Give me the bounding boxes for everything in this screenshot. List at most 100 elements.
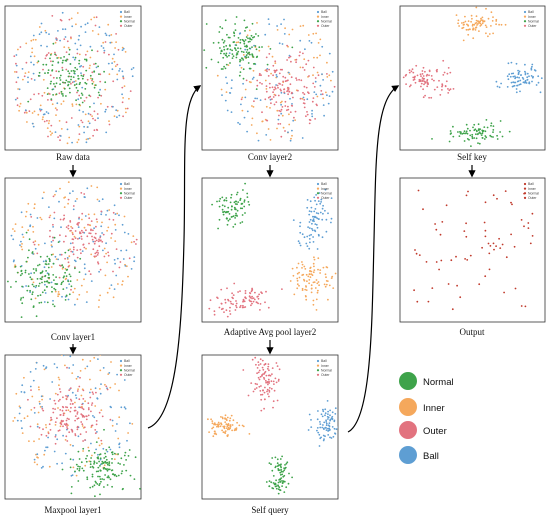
scatter-point xyxy=(98,26,101,28)
scatter-point xyxy=(31,47,34,50)
scatter-point xyxy=(307,91,309,94)
scatter-point xyxy=(322,204,324,207)
scatter-point xyxy=(261,359,264,362)
scatter-point xyxy=(52,274,55,276)
scatter-point xyxy=(321,93,324,96)
scatter-point xyxy=(302,24,305,27)
scatter-point xyxy=(74,434,77,437)
scatter-point xyxy=(415,252,418,255)
scatter-point xyxy=(81,86,84,89)
scatter-point xyxy=(279,471,282,474)
scatter-point xyxy=(452,125,454,128)
scatter-point xyxy=(483,221,486,224)
scatter-point xyxy=(63,206,66,209)
scatter-point xyxy=(42,113,45,116)
scatter-point xyxy=(310,41,313,44)
scatter-point xyxy=(108,461,111,463)
scatter-point xyxy=(473,23,476,26)
scatter-point xyxy=(216,200,218,203)
scatter-point xyxy=(16,104,19,107)
scatter-point xyxy=(253,100,255,103)
scatter-point xyxy=(113,259,116,261)
scatter-point xyxy=(277,492,280,495)
scatter-point xyxy=(218,205,221,208)
scatter-point xyxy=(99,80,102,83)
scatter-point xyxy=(232,55,235,57)
scatter-point xyxy=(310,233,312,236)
scatter-point xyxy=(36,252,39,255)
panel-legend-label: Outer xyxy=(124,24,133,28)
scatter-point xyxy=(256,301,258,304)
scatter-point xyxy=(278,109,281,112)
scatter-point xyxy=(90,220,93,223)
scatter-point xyxy=(61,66,64,69)
scatter-point xyxy=(316,248,319,250)
scatter-point xyxy=(268,82,271,85)
scatter-point xyxy=(46,301,49,304)
scatter-point xyxy=(100,213,103,216)
scatter-point xyxy=(78,217,80,220)
scatter-point xyxy=(70,250,73,253)
scatter-point xyxy=(310,291,313,294)
scatter-point xyxy=(60,57,62,59)
scatter-point xyxy=(62,95,64,97)
scatter-point xyxy=(60,283,63,286)
scatter-point xyxy=(294,119,296,121)
scatter-point xyxy=(85,141,88,144)
scatter-point xyxy=(29,371,32,373)
scatter-point xyxy=(31,112,34,114)
scatter-point xyxy=(232,297,234,300)
scatter-point xyxy=(327,418,329,420)
panel-legend-marker xyxy=(316,359,320,363)
scatter-point xyxy=(107,468,110,471)
scatter-point xyxy=(287,131,289,134)
scatter-point xyxy=(265,85,268,87)
scatter-point xyxy=(504,151,506,153)
scatter-point xyxy=(327,424,330,427)
scatter-point xyxy=(129,474,132,477)
scatter-point xyxy=(224,432,227,434)
scatter-point xyxy=(101,415,104,418)
scatter-point xyxy=(84,58,86,61)
scatter-point xyxy=(427,300,430,303)
scatter-point xyxy=(263,407,265,410)
scatter-point xyxy=(72,248,75,251)
scatter-point xyxy=(442,59,445,62)
scatter-point xyxy=(285,486,288,489)
scatter-point xyxy=(479,132,482,135)
scatter-point xyxy=(65,424,67,426)
scatter-point xyxy=(59,218,62,221)
scatter-point xyxy=(63,197,65,199)
scatter-point xyxy=(320,90,323,92)
scatter-point xyxy=(259,358,262,361)
scatter-point xyxy=(306,111,308,113)
scatter-point xyxy=(53,450,56,453)
scatter-point xyxy=(98,238,100,241)
scatter-point xyxy=(272,475,275,477)
scatter-point xyxy=(268,380,270,383)
scatter-point xyxy=(75,23,77,26)
scatter-point xyxy=(69,91,71,94)
scatter-point xyxy=(222,213,225,216)
scatter-point xyxy=(291,103,293,105)
scatter-point xyxy=(113,288,116,290)
scatter-point xyxy=(69,192,71,195)
scatter-point xyxy=(254,97,257,100)
scatter-point xyxy=(103,49,106,52)
scatter-point xyxy=(251,297,253,300)
scatter-point xyxy=(312,74,314,77)
scatter-point xyxy=(62,420,65,422)
scatter-point xyxy=(84,196,86,199)
scatter-point xyxy=(20,211,23,214)
scatter-point xyxy=(30,298,33,301)
scatter-point xyxy=(253,36,256,38)
scatter-point xyxy=(317,410,319,412)
scatter-point xyxy=(88,270,91,273)
scatter-point xyxy=(45,424,47,426)
scatter-point xyxy=(55,276,57,278)
scatter-point xyxy=(91,49,93,52)
scatter-point xyxy=(75,397,78,399)
